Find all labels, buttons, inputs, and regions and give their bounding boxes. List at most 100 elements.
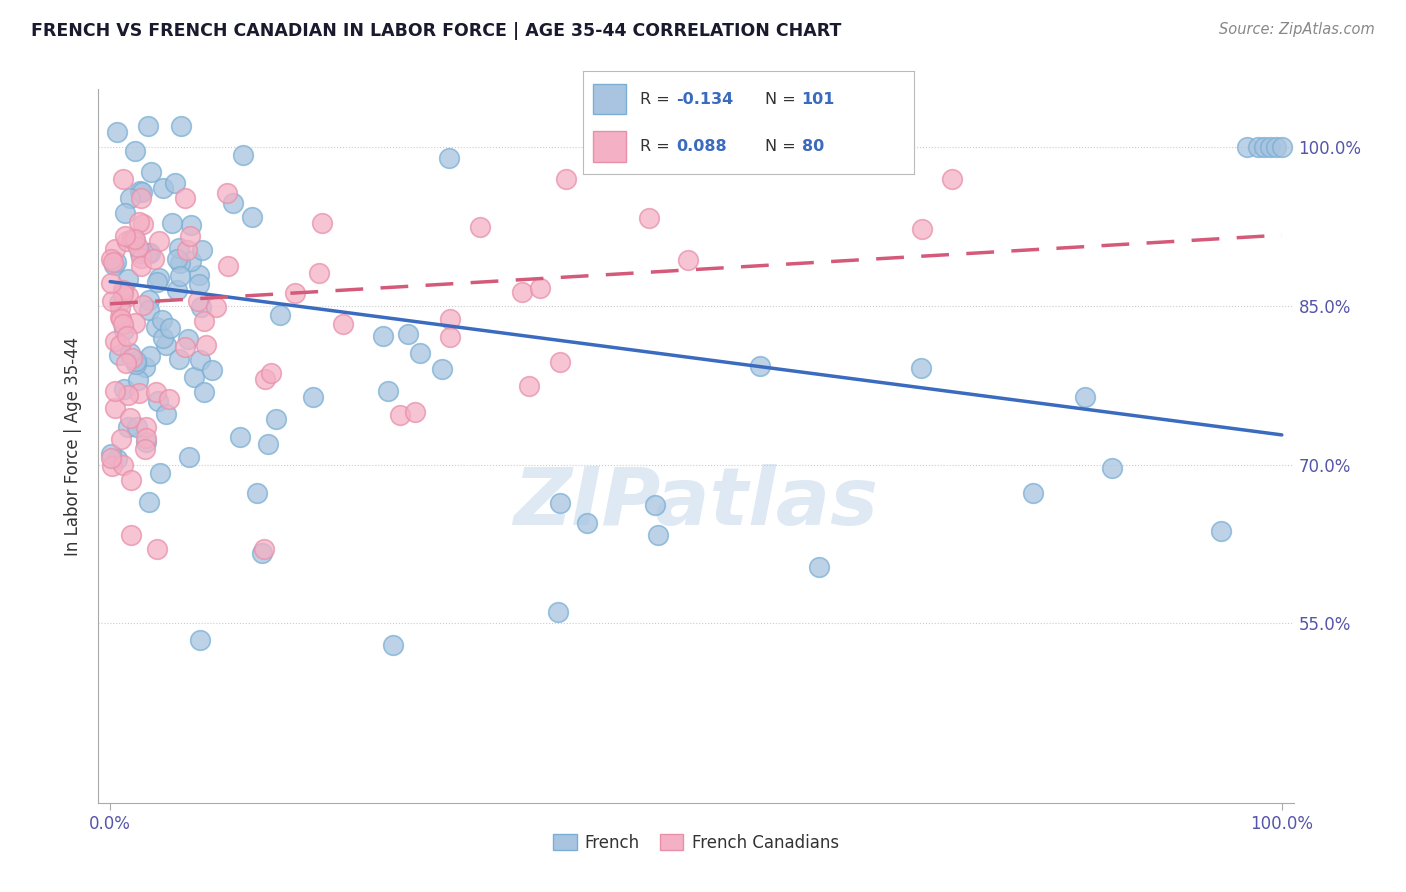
Point	[148, 270, 170, 285]
Point	[187, 294, 209, 309]
Point	[941, 172, 963, 186]
Point	[177, 332, 200, 346]
Point	[180, 218, 202, 232]
Point	[111, 287, 134, 301]
Point	[437, 151, 460, 165]
Text: R =: R =	[640, 92, 675, 106]
Point	[548, 495, 571, 509]
Point	[180, 254, 202, 268]
Point	[136, 245, 159, 260]
Point	[145, 275, 167, 289]
Point	[122, 231, 145, 245]
Point	[117, 272, 139, 286]
Text: -0.134: -0.134	[676, 92, 734, 106]
Point	[135, 431, 157, 445]
Point	[100, 252, 122, 267]
Point	[117, 289, 139, 303]
Point	[108, 347, 131, 361]
Point	[260, 367, 283, 381]
Legend: French, French Canadians: French, French Canadians	[547, 828, 845, 859]
Point	[550, 355, 572, 369]
Point	[269, 308, 291, 322]
Point	[129, 191, 152, 205]
Point	[120, 473, 142, 487]
Bar	[593, 84, 627, 114]
Point	[194, 337, 217, 351]
Point	[125, 420, 148, 434]
Point	[193, 384, 215, 399]
Point	[188, 277, 211, 292]
Point	[124, 354, 146, 368]
Point	[169, 268, 191, 283]
Point	[138, 293, 160, 307]
Point	[120, 191, 142, 205]
Point	[188, 353, 211, 368]
Point	[148, 235, 170, 249]
Point	[139, 349, 162, 363]
Point	[396, 326, 419, 341]
Point	[104, 384, 127, 398]
Point	[104, 242, 127, 256]
Point	[179, 229, 201, 244]
Text: ZIPatlas: ZIPatlas	[513, 464, 879, 542]
Point	[124, 232, 146, 246]
Point	[308, 266, 330, 280]
Point	[1101, 460, 1123, 475]
Point	[404, 405, 426, 419]
Point	[121, 232, 143, 246]
Point	[200, 363, 222, 377]
Point	[190, 300, 212, 314]
Point	[647, 527, 669, 541]
Point	[110, 432, 132, 446]
Point	[135, 420, 157, 434]
Point	[678, 252, 700, 267]
Point	[103, 258, 125, 272]
Text: FRENCH VS FRENCH CANADIAN IN LABOR FORCE | AGE 35-44 CORRELATION CHART: FRENCH VS FRENCH CANADIAN IN LABOR FORCE…	[31, 22, 841, 40]
Point	[152, 181, 174, 195]
Point	[468, 220, 491, 235]
Point	[377, 384, 399, 398]
Point	[114, 355, 136, 369]
Point	[245, 485, 267, 500]
Point	[114, 206, 136, 220]
Point	[104, 334, 127, 348]
Point	[127, 373, 149, 387]
Point	[115, 235, 138, 249]
Point	[117, 388, 139, 402]
Point	[1209, 524, 1232, 539]
Point	[222, 196, 245, 211]
Point	[108, 310, 131, 325]
Point	[217, 259, 239, 273]
Point	[146, 394, 169, 409]
Point	[104, 401, 127, 416]
Point	[232, 148, 254, 162]
Point	[253, 372, 276, 386]
Point	[146, 542, 169, 557]
Point	[128, 246, 150, 260]
Point	[127, 240, 149, 254]
Text: N =: N =	[765, 139, 801, 153]
Point	[100, 451, 122, 466]
Point	[1236, 140, 1258, 154]
Point	[311, 216, 333, 230]
Point	[128, 215, 150, 229]
Point	[266, 412, 288, 426]
Point	[121, 528, 143, 542]
Point	[204, 301, 226, 315]
Point	[302, 390, 325, 404]
Point	[134, 442, 156, 456]
Point	[160, 216, 183, 230]
Point	[253, 542, 276, 557]
Point	[439, 311, 461, 326]
Point	[174, 340, 197, 354]
Point	[103, 254, 125, 268]
Point	[575, 516, 598, 530]
Text: R =: R =	[640, 139, 675, 153]
Point	[131, 186, 153, 200]
Point	[118, 411, 141, 425]
Point	[138, 495, 160, 509]
Point	[105, 125, 128, 139]
Point	[121, 351, 143, 365]
Point	[101, 459, 124, 474]
Point	[188, 268, 211, 283]
